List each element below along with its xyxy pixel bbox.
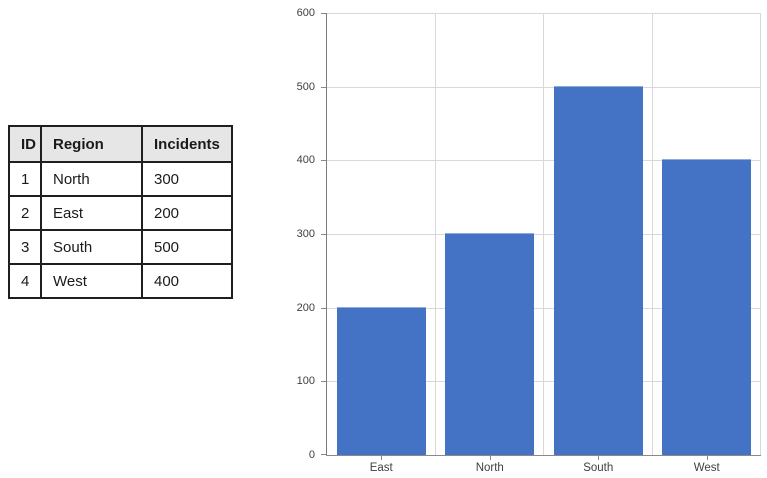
y-tick-label: 600 [296,7,315,19]
vertical-gridline [543,13,544,455]
table-header: ID Region Incidents [8,125,233,163]
table-cell: East [40,195,143,231]
table-row: 4 West 400 [8,263,233,299]
y-axis-tick [321,381,326,383]
table-cell: 4 [8,263,42,299]
x-tick-label: West [693,462,720,474]
y-axis-tick [321,307,326,309]
vertical-gridline [434,13,436,455]
y-tick-label: 0 [308,449,315,461]
table-header-row: ID Region Incidents [8,125,233,163]
table-cell: 200 [141,195,233,231]
x-axis-tick [381,456,383,460]
horizontal-gridline [327,234,761,235]
x-tick-label: South [583,462,614,474]
table-cell: South [40,229,143,265]
bar-chart: 0 100 200 300 400 500 600 East North South West [297,7,761,474]
bar-south [553,85,643,455]
y-tick-label: 300 [296,228,315,240]
table-row: 3 South 500 [8,229,233,265]
column-header: Incidents [141,125,233,163]
column-header: ID [8,125,42,163]
x-axis-tick [706,456,708,460]
y-axis-tick [321,13,326,14]
table-cell: 500 [141,229,233,265]
vertical-gridline [760,13,761,455]
y-tick-label: 100 [296,375,315,388]
column-header: Region [40,125,143,163]
vertical-gridline [651,13,653,455]
x-tick-label: North [475,462,504,474]
horizontal-gridline [327,13,761,14]
horizontal-gridline [327,307,761,309]
table-cell: 2 [8,195,42,231]
table-cell: West [40,263,143,299]
x-tick-label: East [369,462,393,474]
x-axis-tick [489,456,491,460]
y-axis [326,13,327,455]
table-row: 2 East 200 [8,195,233,231]
bar-east [336,306,426,455]
table-cell: 300 [141,161,233,197]
bar-west [662,159,752,455]
table-cell: 400 [141,263,233,299]
y-tick-label: 500 [296,80,315,93]
x-axis [326,455,761,456]
x-axis-tick [598,456,600,460]
table-row: 1 North 300 [8,161,233,197]
table-cell: 1 [8,161,42,197]
horizontal-gridline [327,381,761,383]
table-body: 1 North 300 2 East 200 3 South 500 4 West 400 [8,161,233,299]
y-axis-tick [321,234,326,235]
horizontal-gridline [327,160,761,162]
horizontal-gridline [327,86,761,88]
y-axis-tick [321,454,326,455]
table-cell: 3 [8,229,42,265]
table-cell: North [40,161,143,197]
y-axis-tick [321,160,326,162]
y-axis-tick [321,86,326,88]
bar-north [445,233,535,455]
data-table: ID Region Incidents 1 North 300 2 East 200 3 Sout… [8,125,233,299]
y-tick-label: 200 [296,301,315,314]
y-tick-label: 400 [296,154,315,167]
